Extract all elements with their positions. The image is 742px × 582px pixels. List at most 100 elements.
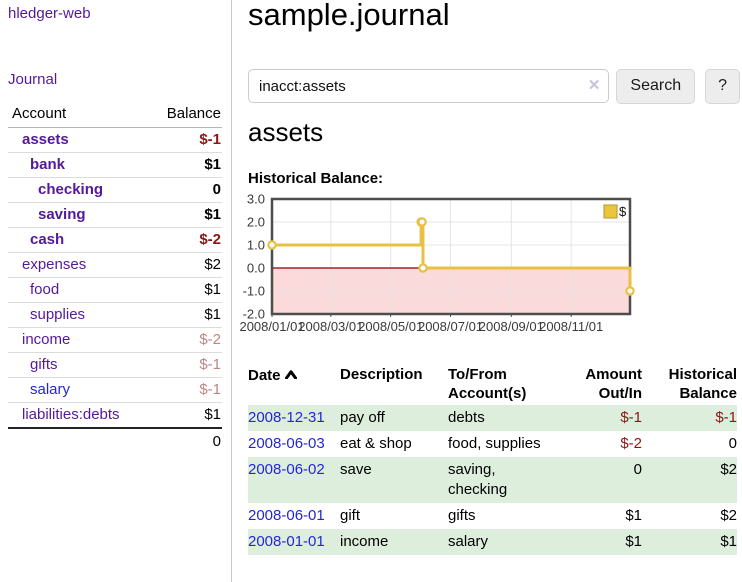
account-balance: $-1: [147, 377, 222, 403]
register-header-description: Description: [340, 366, 423, 383]
accounts-total-row: 0: [8, 427, 222, 454]
historical-balance-chart: $3.0 2.0 1.0 0.0 -1.0 -2.0 2008/01/01 2008/03/0…: [239, 192, 642, 342]
accounts-header-account: Account: [8, 102, 148, 128]
account-link-expenses[interactable]: expenses: [22, 256, 87, 273]
register-header-row: Date Description To/From Account(s) Amou…: [248, 363, 737, 405]
clear-search-icon[interactable]: ✕: [587, 77, 601, 94]
account-row: food $1: [8, 277, 222, 303]
account-link-bank[interactable]: bank: [30, 156, 66, 173]
register-amount-cell: $1: [625, 507, 642, 524]
svg-text:0.0: 0.0: [247, 261, 265, 276]
register-description-cell: pay off: [340, 405, 448, 431]
app-title-link[interactable]: hledger-web: [8, 5, 91, 22]
svg-text:2008/09/01: 2008/09/01: [479, 319, 544, 334]
register-amount-cell: $-1: [552, 405, 642, 431]
account-row: liabilities:debts $1: [8, 403, 222, 429]
account-cell: liabilities:debts: [8, 403, 148, 429]
accounts-table: Account Balance assets $-1 bank $1 checking 0…: [8, 102, 222, 454]
register-row: 2008-06-02 save saving, checking 0 $2: [248, 457, 737, 503]
account-row: saving $1: [8, 202, 222, 228]
account-balance: $1: [147, 152, 222, 178]
account-cell: expenses: [8, 252, 148, 278]
account-link-cash[interactable]: cash: [30, 231, 65, 248]
register-header-date[interactable]: Date: [248, 363, 340, 405]
account-row: expenses $2: [8, 252, 222, 278]
register-description-cell: save: [340, 457, 448, 503]
transaction-date-link[interactable]: 2008-12-31: [248, 409, 325, 426]
account-cell: checking: [8, 177, 148, 203]
sidebar: hledger-web Journal Account Balance asse…: [0, 0, 232, 582]
account-cell: saving: [8, 202, 148, 228]
register-date-cell: 2008-01-01: [248, 529, 340, 555]
svg-text:-2.0: -2.0: [243, 307, 265, 322]
register-amount-cell: $-2: [620, 435, 642, 452]
main-content: sample.journal ✕ Search ? assets Histori…: [239, 0, 740, 582]
transaction-date-link[interactable]: 2008-06-01: [248, 507, 325, 524]
chart-legend: $: [603, 204, 627, 219]
account-cell: cash: [8, 227, 148, 253]
account-link-assets[interactable]: assets: [22, 131, 69, 148]
register-row: 2008-06-03 eat & shop food, supplies $-2 0: [248, 431, 737, 457]
account-cell: assets: [8, 127, 148, 153]
register-description-cell: gift: [340, 507, 361, 524]
register-header-balance: Historical Balance: [668, 366, 737, 402]
register-balance-cell: $-1: [642, 405, 737, 431]
svg-text:2008/01/01: 2008/01/01: [239, 319, 304, 334]
account-link-liabilities-debts[interactable]: liabilities:debts: [22, 406, 120, 423]
register-tofrom-cell: gifts: [448, 507, 476, 524]
svg-text:$: $: [619, 204, 627, 219]
account-cell: income: [8, 327, 148, 353]
account-row: income $-2: [8, 327, 222, 353]
search-button[interactable]: Search: [616, 68, 696, 104]
register-row: 2008-06-01 gift gifts $1 $2: [248, 503, 737, 529]
register-date-cell: 2008-06-03: [248, 431, 340, 457]
account-link-gifts[interactable]: gifts: [30, 356, 58, 373]
account-cell: supplies: [8, 302, 148, 328]
sidebar-item-journal[interactable]: Journal: [8, 71, 58, 88]
page-title: sample.journal: [248, 0, 450, 32]
register-tofrom-cell: salary: [448, 529, 552, 555]
account-link-checking[interactable]: checking: [38, 181, 104, 198]
account-link-income[interactable]: income: [22, 331, 71, 348]
account-balance: $-1: [147, 127, 222, 153]
transaction-date-link[interactable]: 2008-06-03: [248, 435, 325, 452]
account-link-salary[interactable]: salary: [30, 381, 71, 398]
accounts-header-row: Account Balance: [8, 102, 222, 128]
register-date-cell: 2008-06-01: [248, 503, 340, 529]
account-row: supplies $1: [8, 302, 222, 328]
register-date-cell: 2008-06-02: [248, 457, 340, 503]
svg-text:2008/03/01: 2008/03/01: [298, 319, 363, 334]
register-description-cell: eat & shop: [340, 435, 412, 452]
search-input-wrap: ✕: [248, 69, 610, 103]
register-header-tofrom: To/From Account(s): [448, 366, 527, 402]
account-row: checking 0: [8, 177, 222, 203]
search-input[interactable]: [248, 69, 610, 103]
account-link-saving[interactable]: saving: [38, 206, 86, 223]
register-row: 2008-12-31 pay off debts $-1 $-1: [248, 405, 737, 431]
account-balance: $1: [147, 277, 222, 303]
search-help-button[interactable]: ?: [705, 68, 740, 104]
register-date-cell: 2008-12-31: [248, 405, 340, 431]
account-row: salary $-1: [8, 377, 222, 403]
register-amount-cell: $1: [552, 529, 642, 555]
account-cell: food: [8, 277, 148, 303]
account-cell: bank: [8, 152, 148, 178]
account-row: cash $-2: [8, 227, 222, 253]
transaction-date-link[interactable]: 2008-06-02: [248, 461, 325, 478]
svg-text:1.0: 1.0: [247, 238, 265, 253]
svg-text:3.0: 3.0: [247, 192, 265, 207]
transaction-date-link[interactable]: 2008-01-01: [248, 533, 325, 550]
account-balance: $-1: [147, 352, 222, 378]
account-link-supplies[interactable]: supplies: [30, 306, 86, 323]
register-balance-cell: $2: [642, 457, 737, 503]
svg-text:2008/05/01: 2008/05/01: [358, 319, 423, 334]
register-amount-cell: 0: [552, 457, 642, 503]
register-balance-cell: 0: [728, 435, 737, 452]
account-link-food[interactable]: food: [30, 281, 60, 298]
register-tofrom-cell: debts: [448, 405, 552, 431]
account-row: assets $-1: [8, 127, 222, 153]
register-description-cell: income: [340, 529, 448, 555]
svg-text:2008/07/01: 2008/07/01: [418, 319, 483, 334]
accounts-header-balance: Balance: [147, 102, 222, 128]
svg-text:2008/11/01: 2008/11/01: [539, 319, 603, 334]
